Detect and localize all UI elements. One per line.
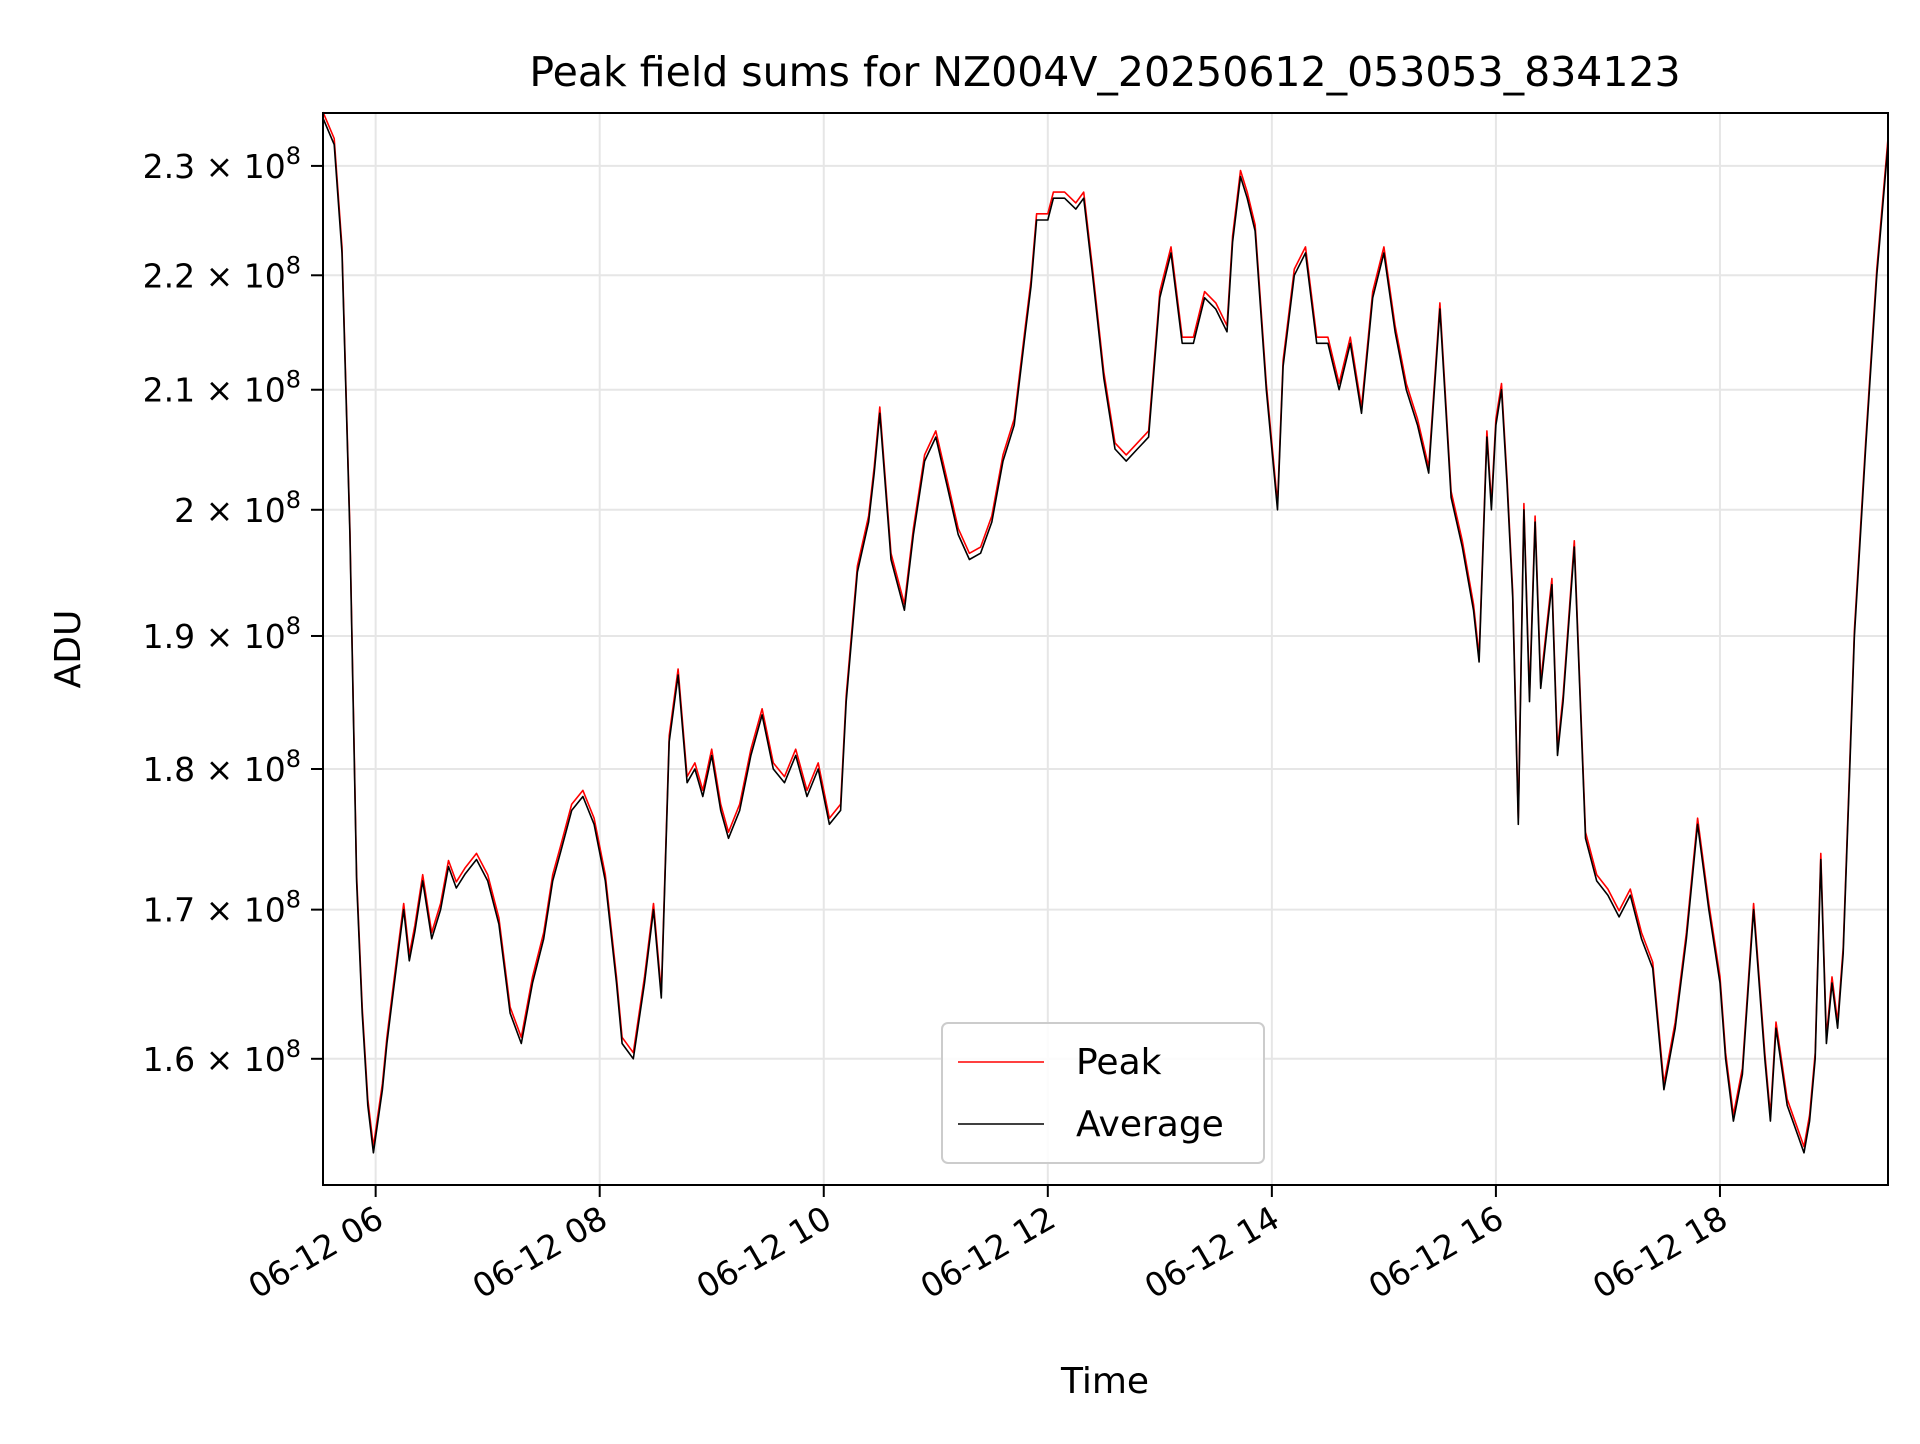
- legend: Peak Average: [941, 1022, 1265, 1164]
- y-tick-label: 1.9 × 108: [143, 612, 301, 656]
- y-tick-label: 2 × 108: [174, 486, 301, 530]
- y-tick-label: 2.1 × 108: [143, 366, 301, 410]
- y-axis: 1.6 × 108 1.7 × 108 1.8 × 108 1.9 × 108 2 × …: [143, 142, 323, 1079]
- series-line-average: [322, 117, 1889, 1154]
- y-axis-label: ADU: [48, 610, 89, 689]
- y-tick-label: 1.8 × 108: [143, 745, 301, 789]
- legend-average-label: Average: [1076, 1104, 1224, 1145]
- plot-frame: [322, 112, 1889, 1186]
- series-line-peak: [322, 111, 1889, 1148]
- y-tick-label: 1.6 × 108: [143, 1035, 301, 1079]
- x-axis-label: Time: [1060, 1361, 1149, 1402]
- y-tick-label: 1.7 × 108: [143, 886, 301, 930]
- y-tick-label: 2.2 × 108: [143, 251, 301, 295]
- y-tick-label: 2.3 × 108: [143, 142, 301, 186]
- legend-peak-label: Peak: [1076, 1042, 1162, 1083]
- legend-box: [941, 1022, 1265, 1164]
- plot-lines: [322, 111, 1889, 1154]
- chart-title: Peak field sums for NZ004V_20250612_0530…: [529, 48, 1680, 96]
